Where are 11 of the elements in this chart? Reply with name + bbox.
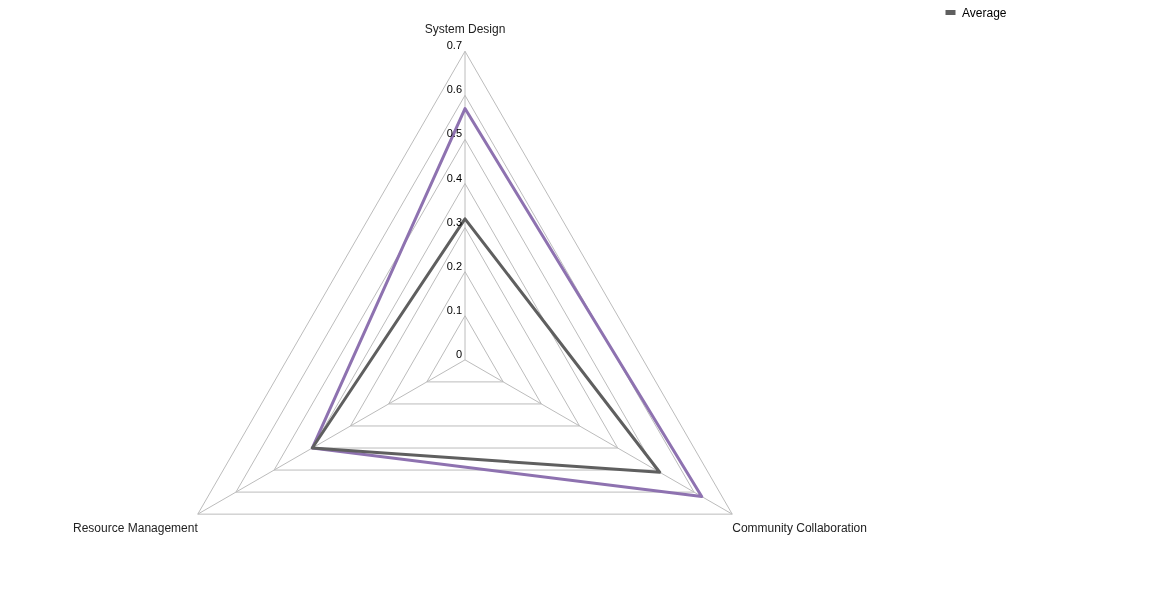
spoke-label: System Design xyxy=(424,22,506,37)
y-tick-label: 0.6 xyxy=(446,83,462,96)
spoke-label: Community Collaboration xyxy=(732,521,867,536)
y-tick-label: 0.3 xyxy=(446,215,462,228)
legend-label: Average xyxy=(962,5,1007,20)
y-tick-label: 0.2 xyxy=(446,259,462,272)
y-tick-label: 0.7 xyxy=(446,39,462,52)
spoke-label: Resource Management xyxy=(73,521,199,536)
y-tick-label: 0.1 xyxy=(446,303,462,316)
y-tick-label: 0.4 xyxy=(446,171,462,184)
y-tick-label: 0 xyxy=(455,347,462,360)
